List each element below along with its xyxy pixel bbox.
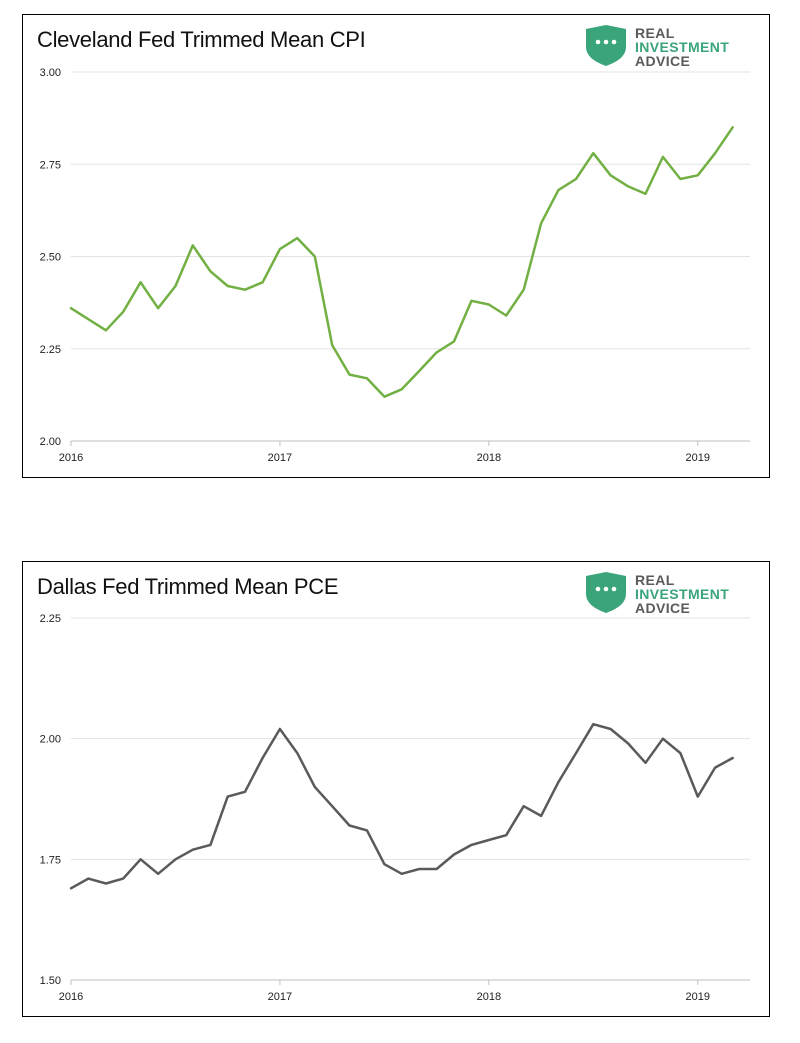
series-line bbox=[69, 722, 734, 890]
y-tick-label: 2.25 bbox=[40, 613, 61, 625]
y-tick-label: 2.00 bbox=[40, 734, 61, 746]
x-tick-label: 2017 bbox=[268, 452, 292, 464]
y-tick-label: 2.25 bbox=[40, 344, 61, 356]
brand-line-3: ADVICE bbox=[635, 600, 691, 616]
x-tick-label: 2017 bbox=[268, 991, 292, 1003]
brand-logo: REAL INVESTMENT ADVICE bbox=[583, 23, 753, 68]
brand-wordmark: REAL INVESTMENT ADVICE bbox=[635, 26, 729, 68]
y-tick-label: 2.75 bbox=[40, 159, 61, 171]
cpi-chart-panel: Cleveland Fed Trimmed Mean CPI REAL INVE… bbox=[22, 14, 770, 478]
pce-plot-area: 1.50 1.75 2.00 2.25 2016 2017 2018 2019 bbox=[40, 613, 750, 1003]
shield-icon bbox=[586, 25, 626, 66]
x-tick-label: 2018 bbox=[477, 452, 501, 464]
y-tick-label: 3.00 bbox=[40, 67, 61, 79]
brand-wordmark: REAL INVESTMENT ADVICE bbox=[635, 573, 729, 615]
brand-line-3: ADVICE bbox=[635, 53, 691, 69]
brand-line-2: INVESTMENT bbox=[635, 39, 730, 55]
y-tick-label: 2.50 bbox=[40, 252, 61, 264]
x-tick-label: 2016 bbox=[59, 991, 83, 1003]
shield-icon bbox=[586, 572, 626, 613]
brand-logo: REAL INVESTMENT ADVICE bbox=[583, 570, 753, 615]
brand-line-1: REAL bbox=[635, 25, 675, 41]
pce-chart-panel: Dallas Fed Trimmed Mean PCE REAL INVESTM… bbox=[22, 561, 770, 1017]
y-tick-label: 2.00 bbox=[40, 436, 61, 448]
x-tick-label: 2019 bbox=[686, 991, 710, 1003]
x-tick-label: 2019 bbox=[686, 452, 710, 464]
y-tick-label: 1.75 bbox=[40, 854, 61, 866]
x-tick-label: 2016 bbox=[59, 452, 83, 464]
chart-title: Cleveland Fed Trimmed Mean CPI bbox=[37, 27, 366, 52]
chart-title: Dallas Fed Trimmed Mean PCE bbox=[37, 574, 339, 599]
brand-line-2: INVESTMENT bbox=[635, 586, 730, 602]
brand-line-1: REAL bbox=[635, 572, 675, 588]
y-tick-label: 1.50 bbox=[40, 975, 61, 987]
x-tick-label: 2018 bbox=[477, 991, 501, 1003]
series-line bbox=[69, 126, 734, 398]
cpi-plot-area: 2.00 2.25 2.50 2.75 3.00 2016 2017 2018 2019 bbox=[40, 67, 750, 464]
